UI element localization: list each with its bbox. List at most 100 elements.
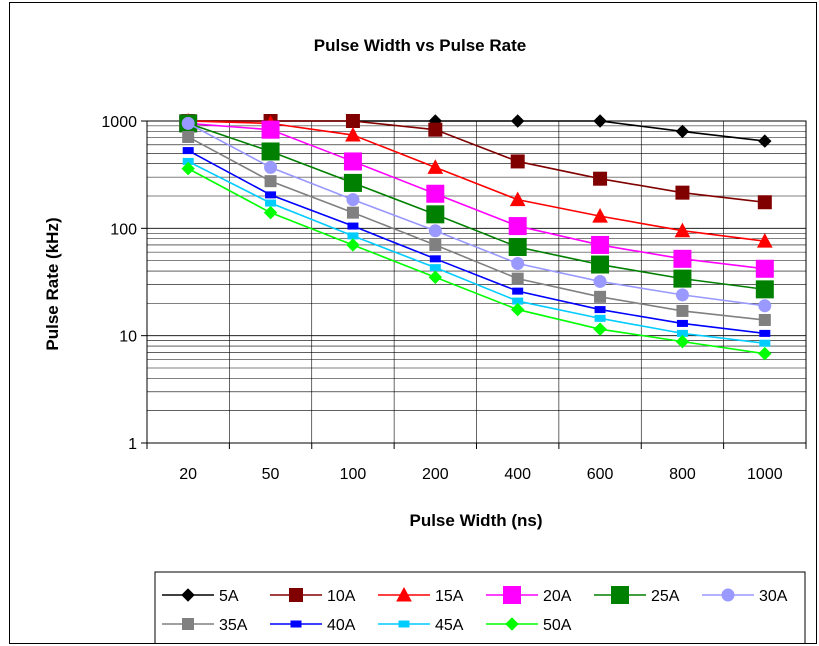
legend-item-40A: 40A — [270, 617, 356, 634]
series-30A — [181, 116, 772, 313]
data-point — [265, 191, 277, 199]
data-point — [427, 159, 444, 174]
series-line — [187, 136, 765, 321]
data-point — [426, 184, 445, 203]
x-tick-label: 600 — [587, 466, 614, 483]
data-point — [263, 205, 278, 220]
data-point — [345, 126, 361, 142]
data-point — [758, 313, 771, 326]
data-point — [346, 193, 360, 207]
data-point — [512, 287, 524, 295]
data-point — [346, 206, 359, 219]
data-point — [511, 272, 524, 285]
series-50A — [181, 161, 772, 361]
legend-label: 45A — [435, 617, 464, 634]
data-point — [593, 274, 607, 288]
legend-marker — [721, 588, 735, 602]
data-point — [594, 314, 606, 322]
data-point — [673, 249, 692, 268]
legend-label: 35A — [219, 617, 248, 634]
x-tick-label: 400 — [504, 466, 531, 483]
data-point — [182, 130, 195, 143]
data-point — [429, 255, 441, 263]
data-point — [510, 114, 525, 128]
data-point — [261, 120, 280, 139]
data-point — [428, 122, 443, 137]
legend-label: 15A — [435, 588, 464, 605]
data-point — [428, 224, 442, 238]
legend-item-20A: 20A — [486, 586, 572, 605]
data-point — [265, 199, 277, 207]
data-point — [428, 270, 443, 284]
data-point — [593, 322, 607, 336]
data-point — [755, 259, 774, 278]
data-point — [511, 257, 525, 271]
legend-marker — [611, 586, 629, 604]
data-point — [347, 232, 359, 240]
legend-label: 20A — [543, 588, 572, 605]
legend-marker — [503, 586, 521, 604]
series-20A — [179, 114, 774, 278]
data-point — [429, 238, 442, 251]
series-line — [188, 122, 765, 270]
data-point — [674, 222, 691, 238]
series-line — [187, 122, 765, 291]
data-point — [261, 142, 280, 161]
pulse-chart: Pulse Width vs Pulse Rate 1 10 100 1000 20 5… — [43, 36, 807, 643]
legend-item-10A: 10A — [270, 588, 356, 605]
data-point — [758, 299, 772, 313]
legend-marker — [289, 588, 303, 602]
chart-title: Pulse Width vs Pulse Rate — [314, 36, 526, 55]
data-point — [673, 269, 692, 288]
data-point — [594, 290, 607, 303]
data-point — [345, 114, 360, 128]
data-point — [510, 154, 525, 169]
legend — [154, 571, 806, 643]
data-point — [759, 339, 771, 347]
data-point — [264, 175, 277, 188]
y-tick-label: 100 — [110, 221, 137, 238]
x-tick-label: 200 — [422, 466, 449, 483]
legend-item-35A: 35A — [162, 617, 248, 634]
legend-marker — [505, 617, 519, 631]
data-point — [346, 238, 360, 252]
data-point — [181, 116, 195, 130]
legend-label: 30A — [759, 588, 788, 605]
series-line — [188, 120, 765, 204]
data-point — [756, 233, 773, 248]
legend-marker — [398, 620, 410, 628]
chart-frame: Pulse Width vs Pulse Rate 1 10 100 1000 20 5… — [9, 2, 817, 644]
legend-item-50A: 50A — [486, 617, 572, 634]
data-point — [759, 329, 771, 337]
legend-item-45A: 45A — [378, 617, 464, 634]
x-tick-label: 100 — [340, 466, 367, 483]
legend-item-15A: 15A — [378, 586, 464, 605]
data-point — [758, 134, 772, 148]
legend-label: 50A — [543, 617, 572, 634]
data-point — [593, 114, 607, 128]
series-line — [187, 149, 765, 335]
data-point — [181, 161, 195, 176]
data-point — [594, 306, 606, 314]
gridlines — [141, 120, 807, 449]
data-point — [675, 185, 690, 200]
legend-label: 25A — [651, 588, 680, 605]
y-tick-label: 10 — [119, 329, 137, 346]
data-point — [347, 222, 359, 230]
data-point — [426, 205, 445, 224]
data-point — [510, 302, 525, 317]
series-lines — [179, 112, 774, 361]
data-point — [755, 280, 774, 299]
legend-marker — [290, 620, 302, 628]
data-point — [592, 208, 608, 223]
x-tick-label: 800 — [669, 466, 696, 483]
data-point — [182, 147, 194, 155]
y-tick-label: 1 — [128, 436, 137, 453]
legend-label: 5A — [219, 588, 239, 605]
legend-marker — [181, 588, 195, 602]
x-tick-label: 1000 — [747, 466, 783, 483]
series-line — [187, 122, 765, 307]
legend-item-5A: 5A — [162, 588, 239, 605]
data-point — [509, 191, 526, 207]
series-line — [188, 120, 765, 242]
